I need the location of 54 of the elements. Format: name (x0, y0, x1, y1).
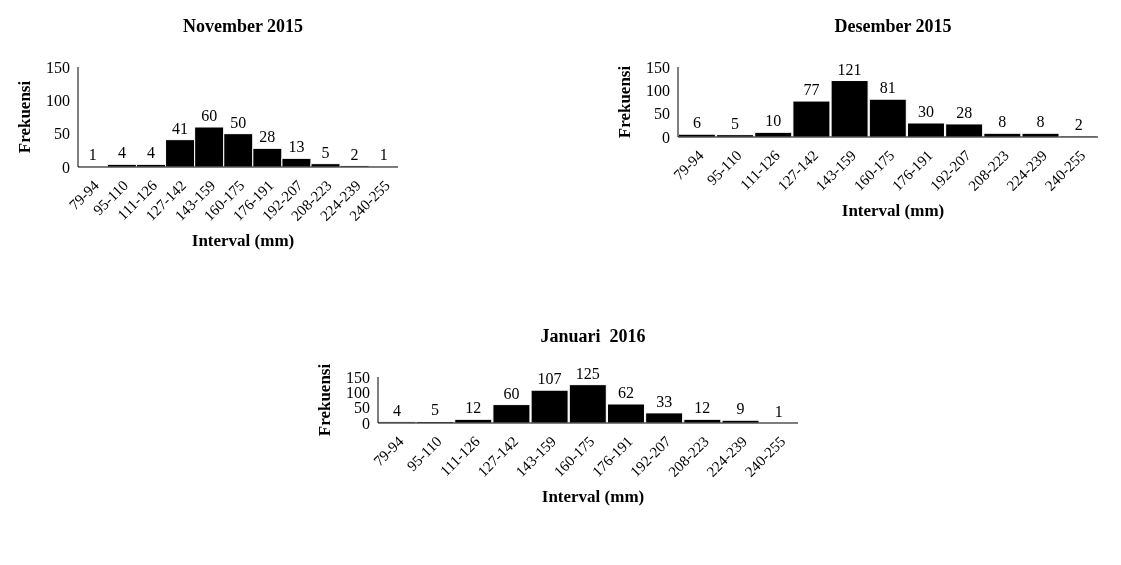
y-tick-label: 150 (46, 58, 70, 76)
chart-title: Desember 2015 (833, 16, 953, 37)
y-tick-label: 100 (346, 384, 370, 402)
data-label: 28 (956, 103, 973, 121)
y-tick-label: 100 (46, 92, 70, 110)
data-label: 5 (431, 401, 440, 419)
y-tick-label: 150 (646, 58, 670, 76)
y-axis-title: Frekuensi (15, 80, 35, 154)
data-label: 4 (392, 401, 401, 419)
data-label: 10 (765, 112, 782, 130)
data-label: 8 (1036, 113, 1045, 131)
data-label: 30 (917, 103, 934, 120)
data-label: 13 (288, 138, 305, 156)
data-label: 2 (350, 145, 359, 163)
data-label: 60 (201, 107, 218, 124)
data-label: 5 (321, 143, 330, 161)
data-label: 1 (379, 146, 388, 164)
data-label: 6 (692, 114, 701, 132)
y-tick-label: 0 (62, 158, 70, 176)
data-label: 1 (774, 402, 783, 420)
data-label: 50 (230, 113, 247, 131)
y-axis-title: Frekuensi (615, 65, 635, 139)
data-label: 60 (503, 384, 520, 402)
y-tick-label: 0 (662, 128, 670, 146)
data-label: 2 (1074, 116, 1083, 134)
x-axis-title: Interval (mm) (190, 231, 296, 251)
data-label: 9 (736, 400, 745, 418)
data-label: 33 (656, 392, 673, 410)
chart-title: Januari 2016 (539, 326, 647, 347)
data-label: 81 (879, 79, 896, 97)
data-label: 125 (575, 364, 600, 382)
y-tick-label: 50 (354, 399, 370, 417)
data-label: 41 (172, 119, 189, 137)
data-label: 12 (694, 399, 711, 417)
x-axis-title: Interval (mm) (840, 201, 946, 221)
data-label: 1 (88, 146, 97, 164)
y-tick-label: 50 (54, 125, 70, 143)
data-label: 62 (617, 383, 634, 401)
data-label: 77 (803, 81, 820, 99)
data-label: 28 (259, 128, 276, 146)
x-axis-title: Interval (mm) (540, 487, 646, 507)
y-tick-label: 50 (654, 105, 670, 123)
data-label: 5 (731, 114, 740, 132)
chart-title: November 2015 (181, 16, 305, 37)
data-label: 8 (998, 113, 1007, 131)
data-label: 107 (537, 370, 562, 388)
data-label: 4 (146, 144, 155, 162)
y-tick-label: 150 (346, 368, 370, 386)
data-label: 12 (465, 399, 482, 417)
data-label: 4 (117, 144, 126, 162)
y-tick-label: 0 (362, 414, 370, 432)
data-label: 121 (837, 60, 862, 78)
y-tick-label: 100 (646, 82, 670, 100)
y-axis-title: Frekuensi (315, 363, 335, 437)
